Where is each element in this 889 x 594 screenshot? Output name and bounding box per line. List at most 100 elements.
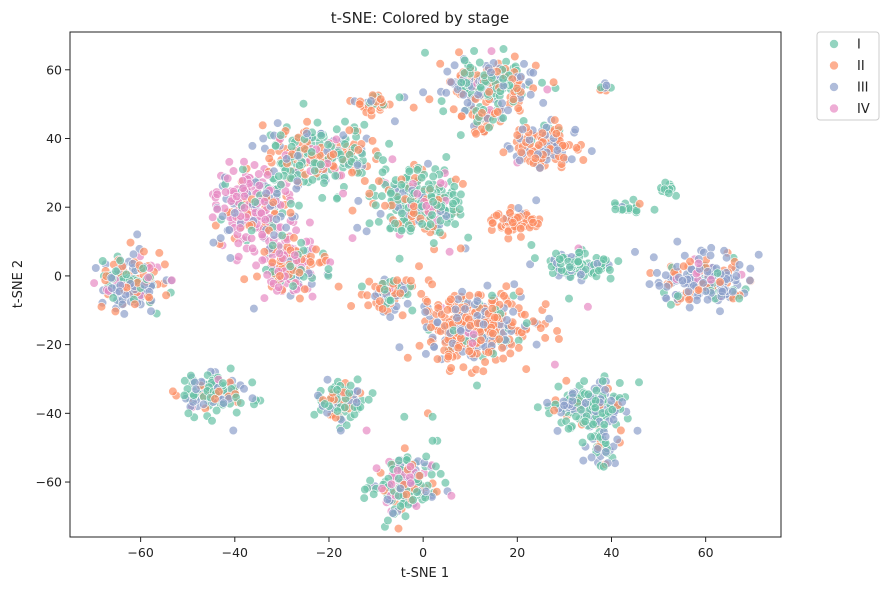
scatter-point <box>397 208 407 218</box>
scatter-point <box>322 375 333 385</box>
scatter-point <box>554 334 564 344</box>
scatter-point <box>586 432 596 442</box>
scatter-point <box>634 377 644 387</box>
scatter-point <box>436 469 446 479</box>
scatter-point <box>715 277 725 287</box>
scatter-point <box>441 152 451 162</box>
legend-box <box>816 31 880 121</box>
scatter-point <box>579 376 589 386</box>
scatter-point <box>649 205 660 215</box>
scatter-point <box>467 338 478 348</box>
scatter-point <box>257 230 267 240</box>
scatter-point <box>407 305 417 316</box>
scatter-point <box>450 219 460 229</box>
scatter-point <box>528 217 538 228</box>
scatter-point <box>469 46 479 56</box>
scatter-point <box>482 281 493 291</box>
y-tick-label: 60 <box>46 62 62 77</box>
scatter-point <box>455 204 465 214</box>
legend-label: III <box>857 81 869 96</box>
scatter-point <box>239 274 249 284</box>
scatter-point <box>476 335 486 345</box>
scatter-point <box>514 286 525 297</box>
scatter-point <box>505 348 515 359</box>
scatter-point <box>564 294 574 304</box>
scatter-point <box>334 282 344 292</box>
scatter-point <box>281 223 291 233</box>
scatter-point <box>437 96 447 106</box>
scatter-point <box>649 252 659 262</box>
scatter-point <box>528 68 538 78</box>
scatter-point <box>259 197 270 207</box>
scatter-point <box>673 291 683 301</box>
scatter-point <box>538 98 548 108</box>
scatter-point <box>446 294 456 304</box>
scatter-point <box>337 154 348 165</box>
scatter-point <box>469 329 479 339</box>
scatter-point <box>271 141 281 151</box>
scatter-point <box>378 155 388 165</box>
scatter-point <box>179 390 189 401</box>
scatter-point <box>218 378 228 388</box>
scatter-point <box>498 147 509 157</box>
scatter-point <box>617 397 627 407</box>
scatter-point <box>258 120 268 130</box>
scatter-point <box>91 263 101 273</box>
scatter-point <box>199 399 209 409</box>
scatter-point <box>332 406 343 416</box>
scatter-point <box>282 154 292 164</box>
scatter-point <box>421 486 431 497</box>
scatter-point <box>286 199 296 209</box>
scatter-point <box>307 292 318 302</box>
scatter-point <box>702 295 713 305</box>
scatter-point <box>472 380 482 391</box>
scatter-point <box>395 254 405 264</box>
scatter-point <box>574 247 584 258</box>
scatter-point <box>224 225 234 235</box>
scatter-point <box>390 218 400 229</box>
scatter-point <box>635 199 645 209</box>
scatter-point <box>552 326 562 336</box>
scatter-point <box>390 116 400 126</box>
scatter-point <box>436 178 446 188</box>
scatter-point <box>505 208 515 218</box>
scatter-point <box>721 253 732 263</box>
scatter-point <box>605 274 616 284</box>
scatter-point <box>666 300 676 310</box>
scatter-point <box>486 67 496 77</box>
scatter-point <box>251 260 261 271</box>
scatter-point <box>443 352 454 362</box>
scatter-point <box>498 74 508 84</box>
scatter-point <box>516 224 526 234</box>
x-tick-label: 20 <box>509 545 525 560</box>
scatter-point <box>235 223 245 233</box>
scatter-point <box>421 201 431 211</box>
scatter-point <box>300 284 310 294</box>
scatter-point <box>531 340 542 350</box>
scatter-point <box>457 287 467 297</box>
scatter-point <box>107 283 117 293</box>
scatter-point <box>502 315 512 325</box>
scatter-point <box>232 408 242 418</box>
legend-item: I <box>829 38 861 53</box>
scatter-point <box>745 264 755 274</box>
scatter-point <box>488 218 498 228</box>
scatter-point <box>295 160 305 170</box>
scatter-point <box>587 146 597 156</box>
scatter-point <box>230 208 240 218</box>
scatter-point <box>412 487 422 497</box>
scatter-point <box>693 258 704 269</box>
scatter-point <box>442 66 452 77</box>
scatter-point <box>476 83 486 93</box>
scatter-point <box>425 184 435 194</box>
scatter-point <box>340 139 350 149</box>
scatter-point <box>677 276 688 286</box>
scatter-point <box>427 210 437 220</box>
scatter-point <box>225 253 235 263</box>
scatter-point <box>449 182 459 192</box>
scatter-point <box>409 201 419 211</box>
scatter-point <box>456 326 466 336</box>
scatter-point <box>537 78 547 88</box>
scatter-point <box>388 508 398 518</box>
